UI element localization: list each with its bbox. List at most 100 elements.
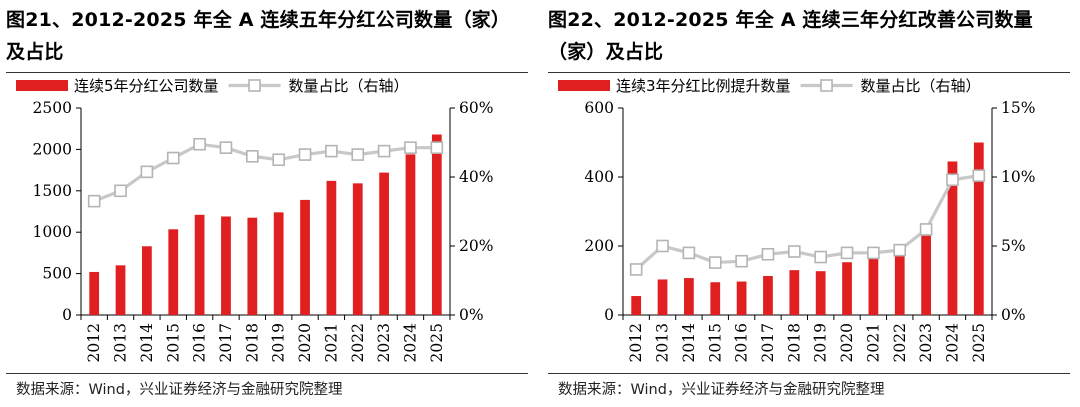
line-marker (946, 173, 959, 187)
bar (736, 281, 747, 315)
chart-right: 0 200 400 600 0% 5% 10% 15% 2012 2013 2014 2015 2016… (558, 77, 1035, 363)
x-tick-label: 2013 (654, 323, 672, 362)
bar (115, 265, 126, 315)
legend-label-bar: 连续3年分红比例提升数量 (616, 77, 791, 95)
bottom-rule (6, 373, 528, 374)
x-tick-label: 2017 (759, 323, 777, 362)
bar (815, 271, 826, 315)
bar (405, 154, 416, 315)
line-marker (708, 256, 722, 269)
line-marker (246, 150, 259, 163)
bar (763, 276, 773, 315)
top-rule (548, 72, 1070, 73)
top-rule (6, 72, 528, 73)
x-tick-label: 2022 (349, 323, 367, 362)
x-tick-label: 2019 (812, 323, 830, 362)
x-tick-label: 2021 (322, 323, 340, 362)
line-marker (761, 247, 775, 261)
line-marker (972, 169, 986, 182)
line-marker (840, 246, 854, 260)
chart-title: 图22、2012-2025 年全 A 连续三年分红改善公司数量（家）及占比 (548, 9, 1033, 63)
bar (789, 270, 800, 315)
line-marker (87, 194, 101, 208)
line-marker (919, 223, 933, 236)
y-left-tick-label: 1500 (33, 182, 72, 200)
x-tick-label: 2022 (891, 323, 909, 362)
bar (947, 161, 958, 315)
bottom-rule (548, 373, 1070, 374)
x-tick-label: 2013 (112, 323, 130, 362)
source-note: 数据来源：Wind，兴业证券经济与金融研究院整理 (16, 382, 343, 398)
x-tick-label: 2018 (785, 323, 803, 362)
y-right-tick-label: 40% (459, 168, 493, 186)
line-marker (404, 141, 417, 154)
x-tick-label: 2021 (864, 323, 882, 362)
bar (247, 217, 258, 315)
bar (684, 278, 694, 315)
legend-swatch-bar (16, 80, 68, 91)
line-marker (325, 144, 338, 158)
y-left-tick-label: 2500 (33, 99, 72, 117)
bar (194, 214, 205, 315)
y-left-tick-label: 200 (584, 237, 614, 255)
x-tick-label: 2012 (85, 323, 103, 362)
line-marker (351, 148, 365, 161)
bar (89, 271, 100, 315)
y-right-tick-label: 10% (1001, 168, 1035, 186)
bar (168, 229, 179, 315)
bar (710, 282, 721, 315)
line-marker (114, 184, 127, 198)
line-marker (629, 263, 643, 276)
line-marker (219, 141, 233, 154)
bar (142, 246, 152, 315)
line-marker (430, 141, 444, 154)
y-right-tick-label: 5% (1001, 237, 1026, 255)
bar (894, 255, 905, 315)
y-right-tick-label: 0% (459, 306, 484, 324)
line-marker (682, 246, 696, 260)
line-marker (788, 245, 801, 258)
line-marker (377, 144, 391, 158)
line-marker (814, 250, 827, 264)
y-left-tick-label: 1000 (33, 223, 72, 241)
x-tick-label: 2025 (428, 323, 446, 362)
x-tick-label: 2012 (627, 323, 645, 362)
x-tick-label: 2018 (243, 323, 261, 362)
x-tick-label: 2023 (917, 323, 935, 362)
bar (379, 172, 389, 315)
x-tick-label: 2020 (838, 323, 856, 362)
x-tick-label: 2016 (733, 323, 751, 362)
y-left-tick-label: 2000 (33, 140, 72, 158)
line-marker (656, 239, 669, 253)
chart-title: 图21、2012-2025 年全 A 连续五年分红公司数量（家）及占比 (6, 9, 511, 63)
chart-panel-left: 图21、2012-2025 年全 A 连续五年分红公司数量（家）及占比 0 500… (6, 0, 528, 407)
x-tick-label: 2016 (191, 323, 209, 362)
x-tick-label: 2014 (138, 323, 156, 363)
source-note: 数据来源：Wind，兴业证券经济与金融研究院整理 (558, 382, 885, 398)
x-tick-label: 2024 (401, 323, 419, 363)
bar (868, 258, 879, 315)
y-left-tick-label: 0 (62, 306, 72, 324)
y-left-tick-label: 600 (584, 99, 614, 117)
bar (431, 134, 442, 315)
bar (631, 296, 642, 315)
bar (273, 212, 284, 315)
y-left-tick-label: 500 (42, 265, 72, 283)
line-marker (193, 137, 206, 151)
y-left-tick-label: 0 (604, 306, 614, 324)
legend-label-line: 数量占比（右轴） (861, 77, 981, 95)
y-left-tick-label: 400 (584, 168, 614, 186)
x-tick-label: 2024 (943, 323, 961, 363)
legend-swatch-marker (248, 79, 261, 92)
y-right-tick-label: 20% (459, 237, 493, 255)
legend-label-bar: 连续5年分红公司数量 (74, 77, 219, 95)
x-tick-label: 2017 (217, 323, 235, 362)
legend-label-line: 数量占比（右轴） (289, 77, 409, 95)
x-tick-label: 2015 (706, 323, 724, 362)
legend-swatch-bar (558, 80, 610, 91)
line-marker (166, 151, 180, 165)
legend-swatch-marker (820, 79, 833, 92)
x-tick-label: 2020 (296, 323, 314, 362)
bar (657, 279, 668, 315)
